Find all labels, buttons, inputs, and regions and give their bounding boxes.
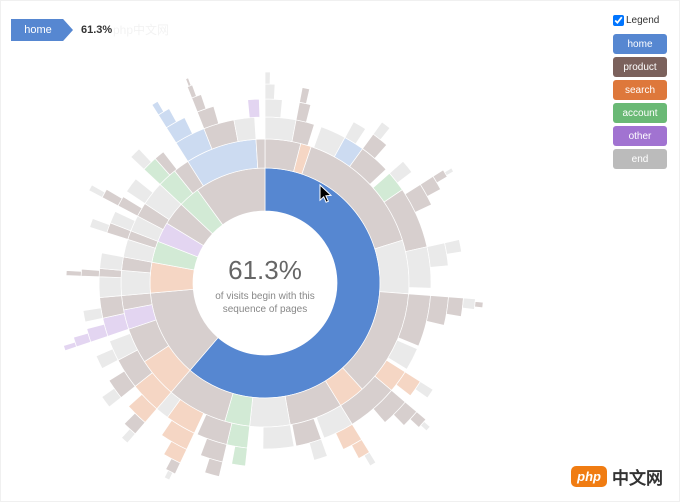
sunburst-segment-product[interactable] (299, 87, 311, 105)
sunburst-segment-end[interactable] (308, 438, 328, 461)
sunburst-segment-end[interactable] (420, 421, 431, 432)
sunburst-segment-product[interactable] (80, 268, 100, 278)
sunburst-segment-home[interactable] (151, 100, 165, 116)
breadcrumb: home 61.3% (11, 19, 112, 41)
sunburst-segment-product[interactable] (65, 270, 82, 277)
sunburst-segment-end[interactable] (344, 121, 367, 145)
sunburst-segment-end[interactable] (249, 395, 291, 428)
php-logo-badge: php (571, 466, 607, 487)
sunburst-arcs (63, 71, 484, 481)
sunburst-segment-product[interactable] (474, 301, 484, 309)
legend-items: home product search account other end (613, 34, 671, 169)
sunburst-segment-end[interactable] (444, 167, 454, 177)
sunburst-segment-end[interactable] (233, 116, 257, 142)
sunburst-segment-other[interactable] (247, 98, 261, 119)
sunburst-segment-end[interactable] (405, 246, 432, 289)
sunburst-segment-end[interactable] (264, 71, 271, 85)
center-caption-line1: of visits begin with this (215, 291, 315, 302)
sunburst-segment-product[interactable] (291, 119, 315, 146)
center-caption-line2: sequence of pages (223, 304, 308, 315)
site-watermark: php 中文网 (571, 464, 663, 489)
sunburst-segment-end[interactable] (88, 184, 106, 198)
center-percentage: 61.3% (228, 255, 302, 285)
sunburst-segment-end[interactable] (262, 424, 295, 450)
sunburst-segment-end[interactable] (121, 428, 136, 444)
sunburst-segment-end[interactable] (264, 116, 297, 142)
sunburst-segment-product[interactable] (445, 296, 464, 318)
sunburst-segment-product[interactable] (295, 101, 312, 123)
breadcrumb-item-home: home (11, 19, 73, 41)
sunburst-segment-end[interactable] (120, 269, 151, 297)
legend: Legend home product search account other… (613, 15, 671, 172)
sunburst-segment-product[interactable] (204, 457, 224, 478)
sunburst-segment-product[interactable] (426, 295, 449, 326)
sunburst-segment-end[interactable] (99, 252, 124, 271)
sunburst-segment-end[interactable] (389, 160, 413, 184)
sunburst-segment-end[interactable] (372, 121, 391, 141)
legend-toggle[interactable]: Legend (613, 15, 671, 26)
sunburst-segment-end[interactable] (101, 387, 122, 408)
legend-checkbox[interactable] (613, 15, 624, 26)
sunburst-segment-end[interactable] (414, 381, 434, 399)
sunburst-segment-end[interactable] (363, 451, 377, 467)
legend-item-search: search (613, 80, 667, 100)
sunburst-segment-end[interactable] (387, 339, 418, 370)
sunburst-segment-end[interactable] (95, 348, 119, 370)
sunburst-segment-end[interactable] (163, 469, 174, 481)
sunburst-segment-end[interactable] (264, 83, 276, 100)
sunburst-segment-end[interactable] (130, 148, 152, 170)
sunburst-segment-end[interactable] (374, 239, 410, 295)
sunburst-segment-other[interactable] (63, 341, 77, 352)
legend-item-home: home (613, 34, 667, 54)
sunburst-segment-end[interactable] (82, 307, 104, 323)
sunburst-segment-end[interactable] (126, 178, 154, 205)
sunburst-segment-end[interactable] (264, 98, 283, 119)
sunburst-segment-product[interactable] (101, 188, 123, 207)
legend-item-other: other (613, 126, 667, 146)
sunburst-segment-product[interactable] (255, 138, 266, 169)
legend-item-account: account (613, 103, 667, 123)
site-watermark-text: 中文网 (612, 469, 663, 488)
breadcrumb-percentage: 61.3% (81, 24, 113, 36)
sunburst-segment-end[interactable] (98, 276, 122, 298)
sunburst-segment-account[interactable] (231, 445, 248, 467)
sunburst-segment-end[interactable] (109, 210, 136, 232)
center-label: 61.3% of visits begin with this sequence… (215, 255, 315, 315)
sunburst-segment-end[interactable] (462, 297, 476, 310)
sunburst-segment-product[interactable] (186, 84, 197, 99)
sunburst-segment-end[interactable] (89, 218, 110, 234)
sunburst-segment-end[interactable] (444, 239, 462, 255)
legend-label: Legend (626, 15, 660, 26)
legend-item-end: end (613, 149, 667, 169)
legend-item-product: product (613, 57, 667, 77)
sunburst-segment-product[interactable] (154, 151, 178, 176)
sunburst-segment-product[interactable] (185, 77, 192, 87)
